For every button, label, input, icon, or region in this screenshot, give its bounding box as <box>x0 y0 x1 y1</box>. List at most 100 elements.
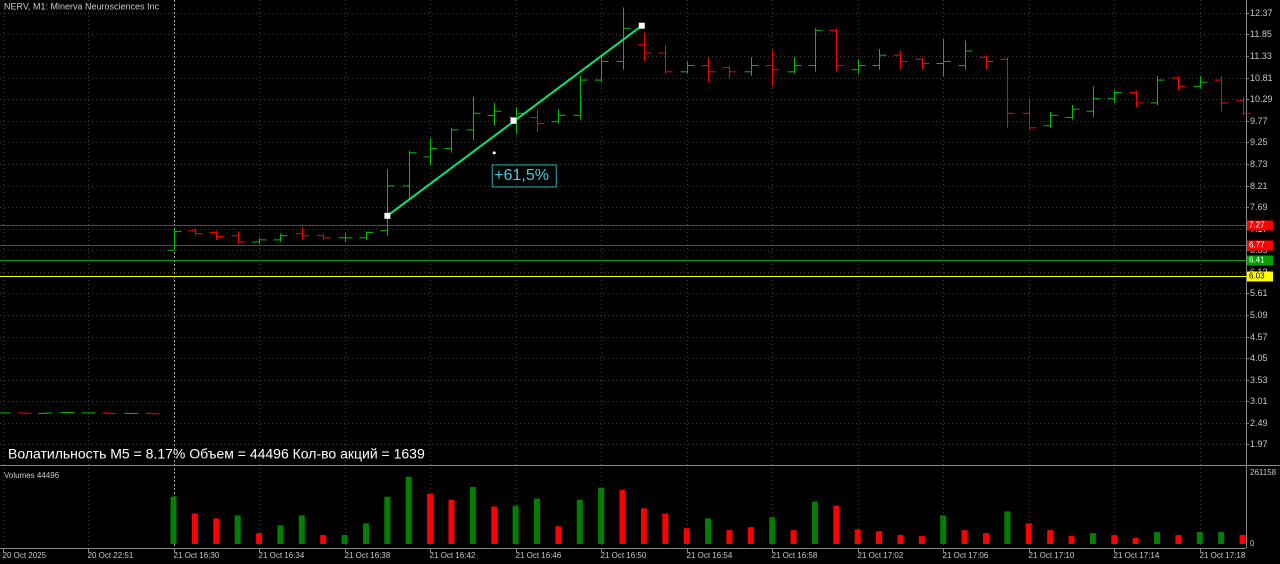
x-tick-label: 21 Oct 17:10 <box>1029 551 1075 560</box>
price-level-box <box>1247 271 1273 282</box>
volume-bar <box>405 476 412 544</box>
x-tick-label: 21 Oct 17:06 <box>943 551 989 560</box>
volume-bar <box>705 518 712 544</box>
y-tick-label: 10.81 <box>1250 73 1273 83</box>
volume-tick-label: 0 <box>1250 539 1255 548</box>
trend-handle <box>638 22 645 29</box>
volume-bar <box>298 515 305 544</box>
volume-bar <box>982 533 989 544</box>
y-tick-label: 8.73 <box>1250 159 1268 169</box>
volume-bar <box>448 499 455 544</box>
y-tick-label: 5.61 <box>1250 288 1268 298</box>
price-level-label: 6.77 <box>1249 241 1265 250</box>
volume-title: Volumes 44496 <box>4 471 60 480</box>
volume-bar <box>256 533 263 544</box>
y-tick-label: 10.29 <box>1250 94 1273 104</box>
volume-bar <box>833 505 840 544</box>
volume-bar <box>512 505 519 544</box>
price-level-label: 6.03 <box>1249 272 1265 281</box>
y-tick-label: 4.05 <box>1250 353 1268 363</box>
volume-bar <box>427 493 434 544</box>
volume-bar <box>1089 533 1096 544</box>
volume-bar <box>1196 532 1203 544</box>
volume-tick-label: 261158 <box>1250 468 1277 477</box>
volume-bar <box>534 498 540 544</box>
volume-bar <box>598 487 605 544</box>
y-tick-label: 12.37 <box>1250 8 1273 18</box>
x-tick-label: 21 Oct 16:30 <box>174 551 220 560</box>
y-tick-label: 2.49 <box>1250 418 1268 428</box>
volume-bar <box>1218 532 1225 544</box>
volume-bar <box>1047 530 1054 544</box>
volume-bar <box>790 530 797 544</box>
volume-bar <box>662 513 669 544</box>
volume-bar <box>1068 536 1075 544</box>
y-tick-label: 4.57 <box>1250 332 1268 342</box>
y-tick-label: 9.77 <box>1250 116 1268 126</box>
volume-bar <box>897 535 904 544</box>
info-text: Волатильность M5 = 8.17% Объем = 44496 К… <box>8 446 425 462</box>
x-tick-label: 21 Oct 17:18 <box>1200 551 1246 560</box>
trend-handle <box>384 212 391 219</box>
volume-bar <box>876 531 883 544</box>
volume-bar <box>491 506 498 544</box>
volume-bar <box>940 515 947 544</box>
price-level-box <box>1247 220 1273 231</box>
volume-bar <box>234 515 241 544</box>
price-level-box <box>1247 240 1273 251</box>
volume-bar <box>1111 535 1118 544</box>
volume-bar <box>1025 523 1032 544</box>
volume-bar <box>1175 535 1182 544</box>
trend-label-anchor <box>492 151 496 155</box>
volume-bar <box>341 535 348 544</box>
x-tick-label: 20 Oct 2025 <box>3 551 47 560</box>
chart-title: NERV, M1: Minerva Neurosciences Inc <box>4 1 160 11</box>
volume-bar <box>320 535 327 544</box>
y-tick-label: 1.97 <box>1250 439 1268 449</box>
volume-bar <box>961 530 968 544</box>
y-tick-label: 11.33 <box>1250 51 1272 61</box>
volume-bar <box>469 486 476 544</box>
volume-bar <box>277 525 284 544</box>
y-tick-label: 11.85 <box>1250 29 1272 39</box>
volume-bar <box>213 518 220 544</box>
volume-bar <box>918 536 925 544</box>
x-tick-label: 20 Oct 22:51 <box>88 551 134 560</box>
volume-bar <box>1004 511 1011 544</box>
trend-handle <box>510 117 517 124</box>
volume-bar <box>191 513 198 544</box>
y-tick-label: 7.69 <box>1250 202 1268 212</box>
x-tick-label: 21 Oct 16:38 <box>345 551 391 560</box>
volume-bar <box>1132 538 1139 544</box>
volume-bar <box>362 523 369 544</box>
volume-bar <box>683 528 690 544</box>
volume-bar <box>747 527 754 544</box>
volume-bar <box>1154 532 1161 544</box>
x-tick-label: 21 Oct 17:14 <box>1114 551 1160 560</box>
x-tick-label: 21 Oct 16:42 <box>430 551 476 560</box>
volume-bar <box>640 508 647 544</box>
volume-bar <box>384 496 391 544</box>
y-tick-label: 9.25 <box>1250 137 1268 147</box>
x-tick-label: 21 Oct 16:46 <box>516 551 562 560</box>
x-tick-label: 21 Oct 16:54 <box>687 551 733 560</box>
x-tick-label: 21 Oct 16:58 <box>772 551 818 560</box>
price-level-label: 7.27 <box>1249 221 1265 230</box>
x-tick-label: 21 Oct 17:02 <box>858 551 904 560</box>
y-tick-label: 3.01 <box>1250 396 1268 406</box>
price-level-label: 6.41 <box>1249 256 1265 265</box>
trend-label-box <box>491 164 557 188</box>
volume-bar <box>555 526 562 544</box>
trend-label: +61,5% <box>494 167 549 184</box>
volume-bar <box>854 529 861 544</box>
volume-bar <box>769 517 776 544</box>
price-level-box <box>1247 255 1273 266</box>
volume-bar <box>619 489 626 544</box>
y-tick-label: 5.09 <box>1250 310 1268 320</box>
y-tick-label: 8.21 <box>1250 181 1268 191</box>
volume-bar <box>726 530 733 544</box>
y-tick-label: 3.53 <box>1250 375 1268 385</box>
x-tick-label: 21 Oct 16:34 <box>259 551 305 560</box>
volume-bar <box>811 501 818 544</box>
